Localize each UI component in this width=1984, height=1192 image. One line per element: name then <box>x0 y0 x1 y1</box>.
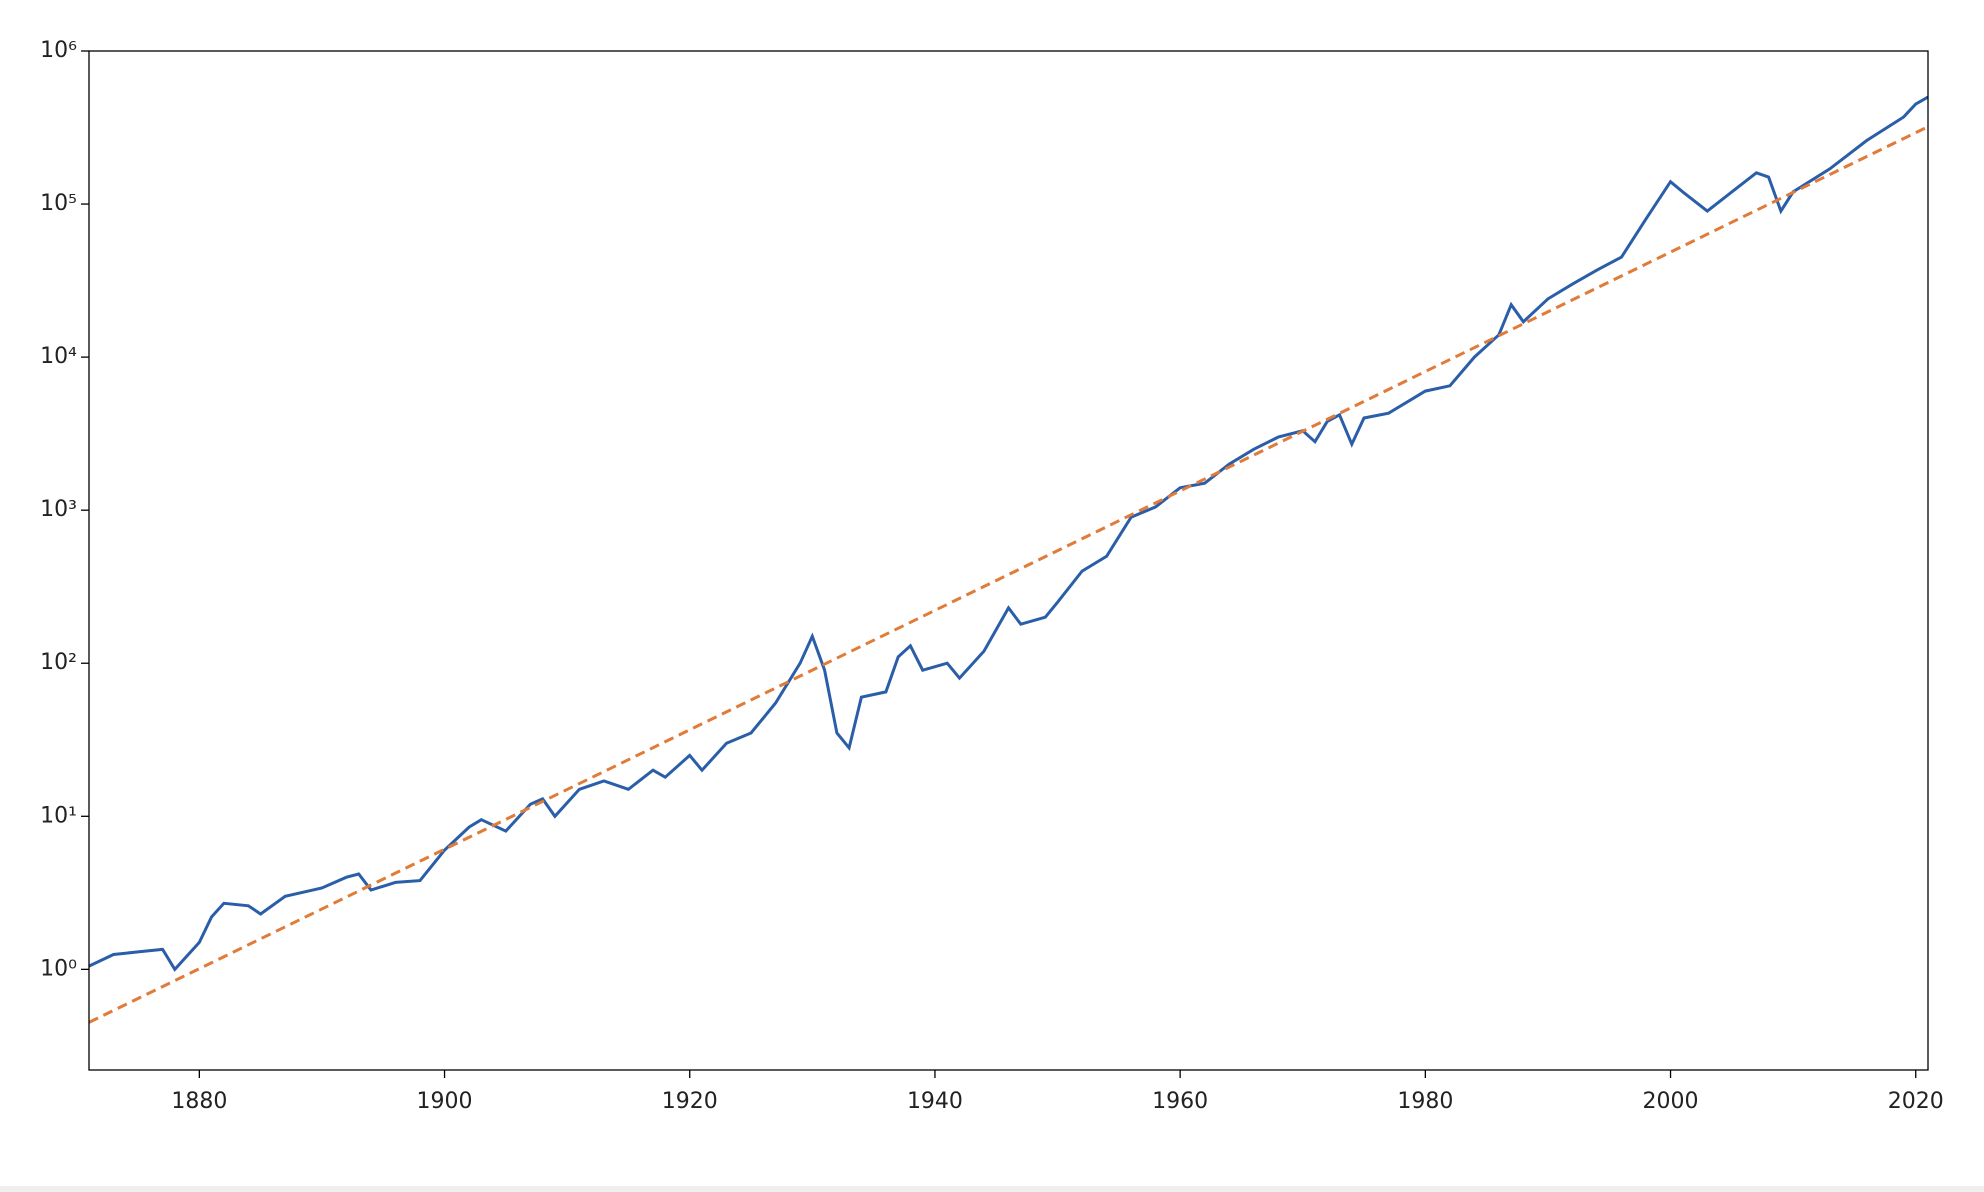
bottom-bar <box>0 1186 1984 1192</box>
x-tick-label: 1900 <box>417 1089 473 1114</box>
x-tick-label: 1960 <box>1152 1089 1208 1114</box>
y-tick-label: 10¹ <box>40 803 77 828</box>
y-tick-label: 10⁰ <box>40 956 77 981</box>
y-tick-label: 10⁴ <box>40 344 77 369</box>
series-line <box>88 125 1929 1024</box>
y-tick-label: 10⁵ <box>40 191 77 216</box>
x-tick-label: 2000 <box>1643 1089 1699 1114</box>
x-tick-label: 1880 <box>171 1089 227 1114</box>
y-tick-label: 10³ <box>40 497 77 522</box>
x-tick-label: 2020 <box>1888 1089 1944 1114</box>
y-tick-label: 10⁶ <box>40 38 77 63</box>
x-tick-label: 1940 <box>907 1089 963 1114</box>
x-tick-label: 1920 <box>662 1089 718 1114</box>
y-tick-label: 10² <box>40 650 77 675</box>
x-tick-label: 1980 <box>1397 1089 1453 1114</box>
series-line <box>88 95 1929 972</box>
plot-frame <box>88 50 1929 1071</box>
